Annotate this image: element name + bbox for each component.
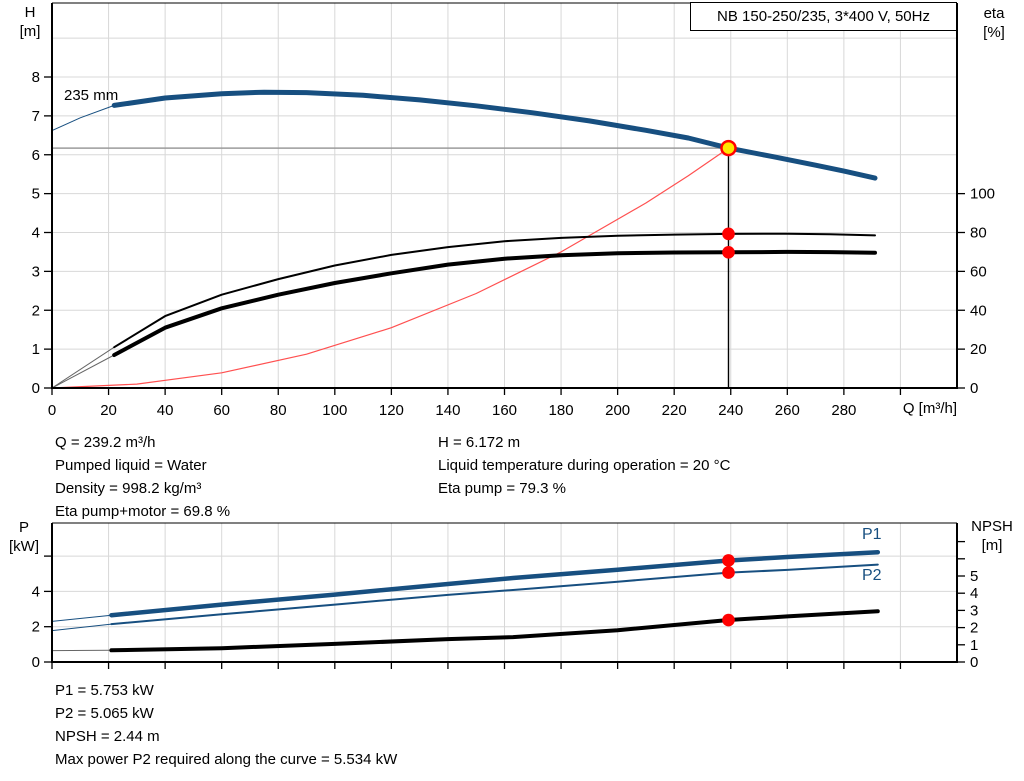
duty-info-right-column: H = 6.172 m Liquid temperature during op… <box>438 431 730 500</box>
right-tick-label: 80 <box>970 225 987 242</box>
right-tick-label: 1 <box>970 637 978 654</box>
impeller-diameter-label: 235 mm <box>64 87 119 104</box>
p-axis-label: P [kW] <box>2 518 46 556</box>
series-lead-p1-curve <box>51 614 112 622</box>
duty-info-left-column: Q = 239.2 m³/h Pumped liquid = Water Den… <box>55 431 230 523</box>
operating-point-dot <box>722 227 735 241</box>
left-tick-label: 2 <box>32 302 40 319</box>
right-tick-label: 100 <box>970 186 995 203</box>
x-tick-label: 80 <box>270 402 287 419</box>
x-tick-label: 160 <box>492 402 517 419</box>
x-tick-label: 220 <box>662 402 687 419</box>
x-tick-label: 120 <box>379 402 404 419</box>
right-tick-label: 4 <box>970 585 978 602</box>
operating-point-dot <box>722 613 735 627</box>
right-tick-label: 0 <box>970 654 978 671</box>
right-tick-label: 0 <box>970 380 978 397</box>
left-tick-label: 3 <box>32 263 40 280</box>
npsh-axis-label: NPSH [m] <box>960 517 1024 555</box>
p-axis-label-unit: [kW] <box>9 538 39 555</box>
left-tick-label: 4 <box>32 225 40 242</box>
x-tick-label: 20 <box>100 402 117 419</box>
left-tick-label: 8 <box>32 69 40 86</box>
series-lead-eta-pump-motor <box>51 354 115 389</box>
x-tick-label: 140 <box>435 402 460 419</box>
eta-axis-label: eta [%] <box>970 4 1018 42</box>
series-p1-curve <box>109 549 881 618</box>
series-p2-curve <box>110 563 879 626</box>
series-eta-pump-motor <box>112 249 877 357</box>
operating-point-dot <box>722 246 735 259</box>
p2-curve-label: P2 <box>862 567 882 584</box>
info-p1: P1 = 5.753 kW <box>55 682 154 699</box>
info-density: Density = 998.2 kg/m³ <box>55 480 202 497</box>
duty-point-marker <box>720 139 737 157</box>
operating-point-dot <box>722 554 735 567</box>
p1-curve-label: P1 <box>862 526 882 543</box>
info-eta-pump-motor: Eta pump+motor = 69.8 % <box>55 503 231 520</box>
power-info-block: P1 = 5.753 kW P2 = 5.065 kW NPSH = 2.44 … <box>55 679 397 771</box>
left-tick-label: 7 <box>32 108 40 125</box>
chart-title: NB 150-250/235, 3*400 V, 50Hz <box>717 8 930 25</box>
chart-title-box: NB 150-250/235, 3*400 V, 50Hz <box>690 2 957 31</box>
npsh-axis-label-symbol: NPSH <box>971 518 1013 535</box>
left-tick-label: 0 <box>32 654 40 671</box>
right-tick-label: 5 <box>970 568 978 585</box>
x-tick-label: 260 <box>775 402 800 419</box>
info-p2: P2 = 5.065 kW <box>55 705 154 722</box>
info-pumped-liquid: Pumped liquid = Water <box>55 457 207 474</box>
x-tick-label: 240 <box>718 402 743 419</box>
x-tick-label: 280 <box>831 402 856 419</box>
x-tick-label: 100 <box>322 402 347 419</box>
left-tick-label: 4 <box>32 583 40 600</box>
info-eta-pump: Eta pump = 79.3 % <box>438 480 566 497</box>
left-tick-label: 2 <box>32 619 40 636</box>
h-axis-label-symbol: H <box>24 4 36 21</box>
series-npsh-curve <box>109 609 880 653</box>
h-axis-label: H [m] <box>10 3 50 41</box>
info-liquid-temperature: Liquid temperature during operation = 20… <box>438 457 731 474</box>
left-tick-label: 5 <box>32 186 40 203</box>
left-tick-label: 6 <box>32 147 40 164</box>
eta-axis-label-unit: [%] <box>983 24 1005 41</box>
right-tick-label: 3 <box>970 602 978 619</box>
x-tick-label: 40 <box>157 402 174 419</box>
p-axis-label-symbol: P <box>18 519 29 536</box>
x-tick-label: 0 <box>48 402 56 419</box>
h-axis-label-unit: [m] <box>19 23 41 40</box>
operating-point-dot <box>722 566 735 579</box>
series-system-curve <box>51 147 730 389</box>
eta-axis-label-symbol: eta <box>983 5 1005 22</box>
series-lead-eta-pump <box>51 346 115 389</box>
right-tick-label: 60 <box>970 263 987 280</box>
info-npsh: NPSH = 2.44 m <box>55 728 160 745</box>
npsh-axis-label-unit: [m] <box>981 537 1003 554</box>
x-tick-label: 60 <box>213 402 230 419</box>
series-lead-head-curve <box>51 104 115 132</box>
series-head-curve <box>111 89 878 181</box>
x-tick-label: 200 <box>605 402 630 419</box>
left-tick-label: 1 <box>32 341 40 358</box>
series-eta-pump <box>113 232 876 349</box>
q-axis-label: Q [m³/h] <box>902 400 957 417</box>
right-tick-label: 40 <box>970 302 987 319</box>
left-tick-label: 0 <box>32 380 40 397</box>
info-max-power: Max power P2 required along the curve = … <box>55 751 398 768</box>
x-tick-label: 180 <box>549 402 574 419</box>
info-flow: Q = 239.2 m³/h <box>55 434 156 451</box>
info-head: H = 6.172 m <box>438 434 521 451</box>
series-lead-p2-curve <box>51 623 112 632</box>
right-tick-label: 20 <box>970 341 987 358</box>
right-tick-label: 2 <box>970 620 978 637</box>
